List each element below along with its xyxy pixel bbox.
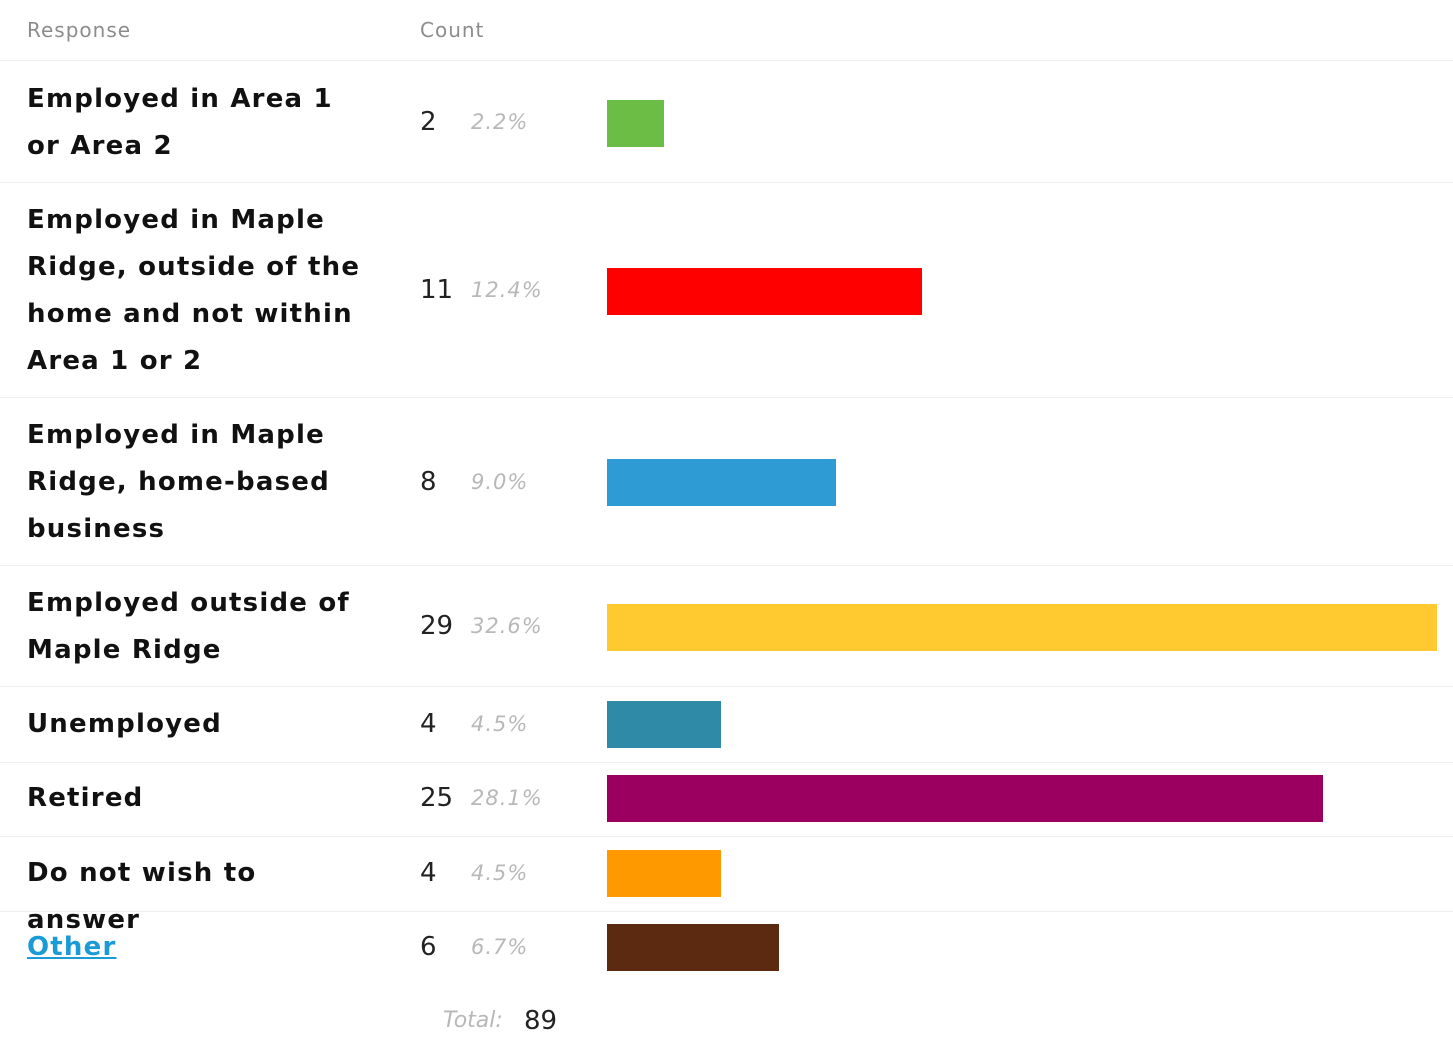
row-separator xyxy=(0,911,1453,912)
response-percent: 12.4% xyxy=(471,278,543,302)
response-count: 8 xyxy=(420,466,437,497)
response-bar xyxy=(607,775,1323,822)
response-column-header: Response xyxy=(27,18,132,42)
response-bar xyxy=(607,99,664,147)
response-label: Do not wish to answer xyxy=(27,858,257,935)
response-label: Employed outside of Maple Ridge xyxy=(27,588,350,665)
response-percent: 4.5% xyxy=(471,711,529,736)
response-bar xyxy=(607,850,721,897)
response-count: 11 xyxy=(420,275,454,305)
response-bar xyxy=(607,603,1437,651)
response-bar xyxy=(607,459,836,506)
response-bar xyxy=(607,267,922,315)
response-label: Employed in Maple Ridge, outside of the … xyxy=(27,205,361,376)
response-percent: 2.2% xyxy=(471,110,529,134)
response-count: 4 xyxy=(420,708,437,739)
row-separator xyxy=(0,397,1453,398)
response-label: Retired xyxy=(27,783,144,813)
row-separator xyxy=(0,836,1453,837)
row-separator xyxy=(0,762,1453,763)
total-label: Total: xyxy=(443,1008,503,1033)
row-separator xyxy=(0,686,1453,687)
row-separator xyxy=(0,565,1453,566)
total-value: 89 xyxy=(524,1006,558,1036)
response-bar xyxy=(607,701,721,748)
response-count: 2 xyxy=(420,107,437,137)
response-count: 4 xyxy=(420,857,437,888)
response-percent: 32.6% xyxy=(471,614,543,638)
response-count: 6 xyxy=(420,931,437,962)
row-separator xyxy=(0,182,1453,183)
response-percent: 6.7% xyxy=(471,934,529,959)
other-link[interactable]: Other xyxy=(27,932,117,962)
response-label: Unemployed xyxy=(27,709,222,739)
response-percent: 4.5% xyxy=(471,860,529,885)
response-label: Employed in Area 1 or Area 2 xyxy=(27,84,333,161)
response-count: 25 xyxy=(420,782,454,813)
response-label: Employed in Maple Ridge, home-based busi… xyxy=(27,420,330,544)
response-bar xyxy=(607,924,779,971)
count-column-header: Count xyxy=(420,18,485,42)
response-count: 29 xyxy=(420,611,454,641)
response-percent: 28.1% xyxy=(471,785,543,810)
response-percent: 9.0% xyxy=(471,469,529,494)
row-separator xyxy=(0,60,1453,61)
